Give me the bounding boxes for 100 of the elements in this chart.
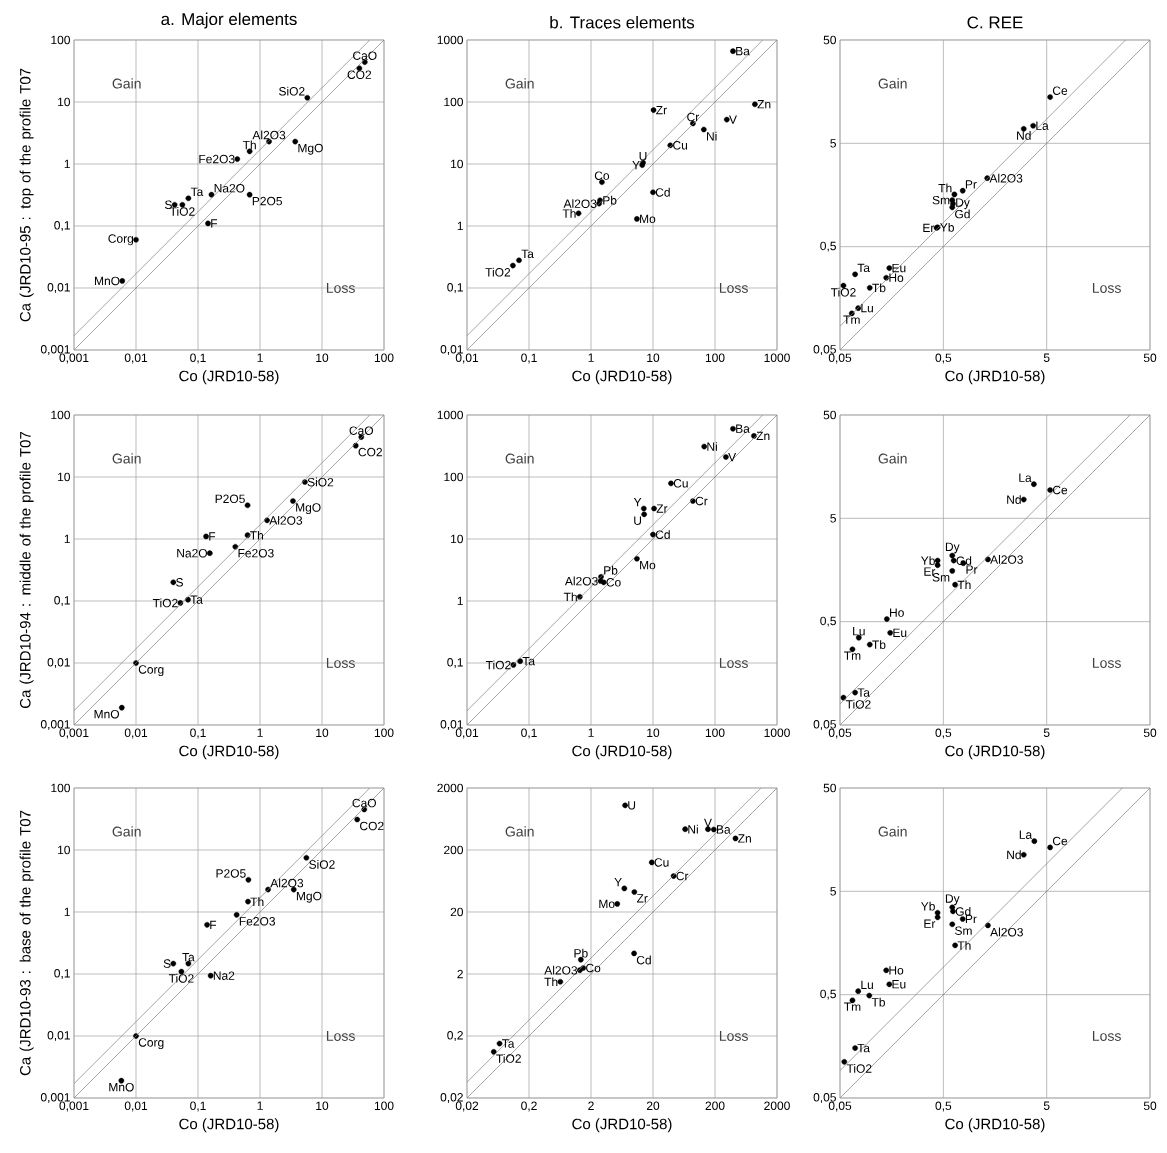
annotation: Zr: [636, 894, 648, 903]
annotation: MgO: [296, 891, 322, 903]
y-axis-title: Ca (JRD10-95 : top of the profile T07: [19, 68, 34, 322]
annotation: Tb: [871, 997, 885, 1007]
annotation: Loss: [719, 283, 748, 293]
annotation: Loss: [326, 1031, 355, 1041]
chart-title: a. Major elements: [161, 12, 297, 29]
annotation: MnO: [94, 709, 120, 719]
y-tick-label: 0,02: [440, 1093, 463, 1103]
annotation: F: [209, 532, 216, 541]
annotation: TiO2: [846, 1064, 872, 1073]
annotation: CO2: [358, 447, 382, 457]
annotation: Cu: [673, 479, 688, 488]
x-axis-title: Co (JRD10-58): [179, 370, 279, 385]
annotation: Ba: [736, 47, 750, 56]
annotation: Sm: [932, 195, 950, 205]
x-tick-label: 10: [647, 353, 660, 363]
annotation: Ce: [1052, 86, 1068, 95]
annotation: Cu: [654, 858, 669, 867]
annotation: Dy: [945, 894, 960, 906]
annotation: Al2O3: [544, 965, 578, 975]
y-tick-label: 100: [444, 97, 464, 107]
x-tick-label: 50: [1143, 1101, 1157, 1111]
annotation: Dy: [956, 198, 970, 210]
x-tick-label: 0,1: [190, 353, 206, 364]
x-tick-label: 100: [705, 728, 725, 738]
annotation: TiO2: [485, 267, 511, 277]
x-tick-label: 20: [646, 1101, 660, 1111]
annotation: Pb: [603, 195, 617, 205]
annotation: Gain: [505, 826, 534, 837]
x-tick-label: 0,1: [521, 353, 537, 364]
annotation: Cr: [695, 496, 708, 506]
annotation: S: [176, 578, 183, 587]
annotation: Co: [594, 171, 610, 180]
annotation: Na2O: [177, 548, 208, 558]
annotation: Th: [938, 183, 952, 193]
annotation: P2O5: [252, 196, 282, 206]
y-tick-label: 0,1: [447, 283, 463, 293]
y-tick-label: 0,01: [440, 720, 463, 730]
annotation: Pr: [965, 180, 977, 189]
annotation: Cu: [673, 141, 688, 150]
x-axis-title: Co (JRD10-58): [179, 1118, 279, 1133]
annotation: Al2O3: [564, 576, 598, 586]
x-tick-label: 0,1: [521, 728, 537, 739]
y-tick-label: 0,05: [813, 345, 836, 355]
x-tick-label: 5: [1043, 728, 1050, 737]
y-tick-label: 10: [58, 472, 71, 482]
annotation: Er: [923, 223, 935, 232]
y-tick-label: 1: [64, 907, 70, 917]
annotation: Gain: [878, 826, 907, 837]
annotation: Th: [563, 592, 577, 602]
annotation: Al2O3: [269, 515, 303, 525]
x-axis-title: Co (JRD10-58): [572, 1118, 672, 1133]
annotation: Na2: [213, 971, 235, 980]
y-tick-label: 50: [823, 783, 837, 793]
y-tick-label: 20: [450, 907, 464, 917]
annotation: Al2O3: [563, 199, 597, 208]
x-tick-label: 10: [316, 728, 329, 738]
annotation: CaO: [352, 798, 376, 808]
annotation: Cd: [655, 187, 670, 197]
y-tick-label: 2: [457, 969, 463, 979]
x-tick-label: 2: [588, 1101, 594, 1110]
annotation: MnO: [109, 1082, 134, 1092]
y-tick-label: 0,001: [40, 345, 70, 355]
y-tick-label: 50: [823, 35, 837, 45]
y-tick-label: 0,01: [47, 658, 70, 668]
annotation: Cr: [687, 112, 700, 122]
x-tick-label: 0,01: [124, 728, 148, 739]
annotation: Co: [586, 963, 601, 973]
annotation: Gd: [955, 906, 971, 916]
annotation: F: [210, 920, 217, 929]
annotation: V: [728, 452, 737, 462]
annotation: Cd: [655, 530, 670, 539]
annotation: Al2O3: [989, 173, 1023, 183]
y-tick-label: 0,05: [813, 720, 836, 730]
y-tick-label: 1: [64, 534, 70, 544]
annotation: Th: [957, 941, 971, 950]
x-tick-label: 2000: [764, 1101, 790, 1111]
x-tick-label: 0,5: [935, 1101, 952, 1112]
annotation: Nd: [1007, 495, 1021, 504]
x-tick-label: 0,5: [935, 353, 952, 364]
x-axis-title: Co (JRD10-58): [945, 370, 1045, 385]
annotation: CaO: [349, 426, 374, 435]
annotation: Gain: [505, 453, 534, 464]
annotation: Corg: [108, 234, 134, 246]
annotation: Zn: [738, 834, 751, 843]
annotation: Eu: [893, 628, 907, 637]
annotation: Loss: [1092, 283, 1121, 293]
annotation: Na2O: [214, 183, 245, 193]
annotation: Loss: [326, 283, 355, 293]
x-tick-label: 100: [705, 353, 725, 363]
annotation: Yb: [920, 556, 935, 565]
annotation: MnO: [95, 276, 120, 286]
annotation: Zn: [756, 431, 770, 441]
annotation: Ho: [889, 273, 904, 282]
annotation: Ce: [1052, 485, 1068, 495]
y-tick-label: 1000: [437, 410, 463, 420]
x-tick-label: 1: [257, 728, 263, 737]
annotation: Eu: [892, 980, 906, 989]
y-tick-label: 0,2: [447, 1031, 463, 1041]
